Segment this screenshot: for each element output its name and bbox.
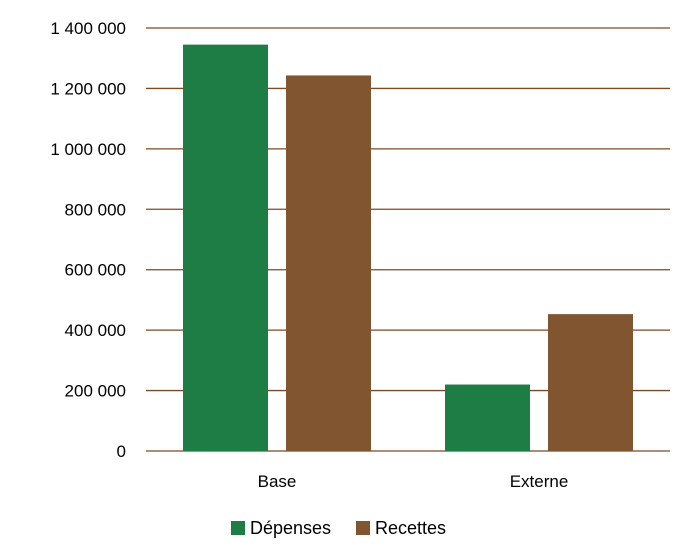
y-tick-label: 400 000 (65, 321, 126, 340)
bar-dépenses-externe (445, 384, 530, 451)
legend: Dépenses Recettes (231, 518, 446, 538)
bar-recettes-externe (548, 314, 633, 451)
legend-label: Dépenses (250, 518, 331, 538)
legend-swatch (356, 521, 370, 535)
y-tick-label: 1 000 000 (50, 140, 126, 159)
y-tick-label: 200 000 (65, 382, 126, 401)
y-tick-label: 1 200 000 (50, 79, 126, 98)
bar-recettes-base (286, 75, 371, 451)
y-axis-ticks: 0 200 000 400 000 600 000 800 000 1 000 000 1 … (50, 19, 126, 461)
x-axis-categories: Base Externe (258, 472, 569, 491)
x-category-label: Base (258, 472, 297, 491)
legend-label: Recettes (375, 518, 446, 538)
x-category-label: Externe (510, 472, 569, 491)
y-tick-label: 600 000 (65, 261, 126, 280)
y-tick-label: 0 (117, 442, 126, 461)
y-tick-label: 1 400 000 (50, 19, 126, 38)
bars (183, 44, 633, 451)
y-tick-label: 800 000 (65, 200, 126, 219)
legend-swatch (231, 521, 245, 535)
bar-dépenses-base (183, 44, 268, 451)
